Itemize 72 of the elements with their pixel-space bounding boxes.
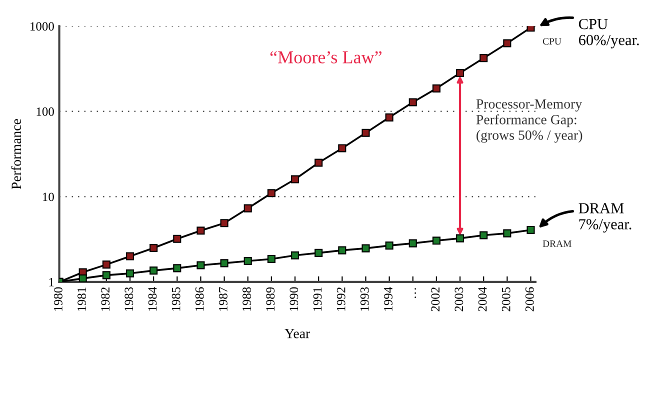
x-tick-label: 1982 (101, 288, 110, 311)
x-tick-label: 1985 (172, 287, 180, 311)
x-tick-label: … (414, 288, 416, 298)
point (173, 234, 182, 243)
point (526, 26, 535, 32)
point (480, 54, 488, 62)
point (456, 68, 464, 78)
x-tick-label: 1986 (195, 287, 204, 311)
point (102, 260, 110, 269)
point (150, 266, 158, 275)
point (196, 261, 205, 270)
point (267, 254, 276, 263)
x-tick-label: 1992 (336, 288, 346, 311)
point (244, 204, 252, 212)
point (314, 248, 323, 257)
y-tick-label: 100 (36, 107, 54, 116)
point (220, 259, 228, 268)
x-tick-label: 2004 (478, 287, 487, 312)
point (362, 128, 370, 137)
y-axis-title: Performance (11, 119, 22, 190)
point (290, 251, 300, 260)
x-tick-label: 2003 (454, 287, 464, 312)
x-tick-label: 2006 (525, 287, 534, 312)
x-tick-label: 1988 (242, 287, 251, 311)
y-tick-label: 1000 (30, 22, 54, 31)
point (244, 256, 252, 266)
point (480, 231, 488, 240)
point (503, 229, 512, 238)
point (456, 234, 464, 242)
y-tick-label: 10 (43, 192, 54, 202)
x-tick-label: 1990 (290, 287, 298, 311)
x-tick-label: 1994 (384, 287, 392, 311)
x-axis-title: Year (284, 329, 310, 338)
point (102, 271, 110, 280)
point (126, 252, 134, 260)
x-tick-label: 1993 (360, 287, 369, 311)
text: CPU 60%/year. (578, 18, 639, 48)
point (432, 84, 440, 92)
point (338, 246, 346, 254)
x-tick-label: 1983 (124, 287, 134, 311)
point (385, 242, 394, 250)
point (314, 158, 323, 167)
point (126, 269, 134, 278)
x-tick-label: 1991 (313, 288, 322, 311)
point (503, 39, 512, 48)
x-tick-label: 1980 (54, 287, 62, 311)
point (290, 175, 300, 184)
x-tick-label: 1987 (218, 287, 228, 311)
point (432, 236, 440, 245)
x-tick-label: 1989 (266, 287, 275, 311)
x-tick-label: 1984 (148, 287, 157, 311)
point (150, 244, 158, 252)
series-label: CPU (542, 38, 562, 45)
point (78, 274, 87, 282)
point (526, 226, 535, 234)
point (267, 189, 276, 198)
y-tick-label: 1 (49, 278, 54, 286)
x-tick-label: 1981 (78, 288, 86, 311)
point (196, 226, 205, 235)
x-tick-label: 2002 (431, 288, 440, 312)
point (408, 98, 417, 106)
text: DRAM 7%/year. (578, 203, 632, 233)
point (220, 219, 228, 228)
series-label: DRAM (542, 240, 572, 247)
x-tick-label: 2005 (502, 287, 510, 312)
point (385, 113, 394, 122)
point (408, 239, 417, 248)
point (173, 264, 182, 272)
annotation: “Moore’s Law” (270, 51, 382, 64)
point (362, 244, 370, 252)
point (338, 144, 346, 152)
annotation: Processor-Memory Performance Gap: (grows 50% / year) (476, 99, 582, 143)
